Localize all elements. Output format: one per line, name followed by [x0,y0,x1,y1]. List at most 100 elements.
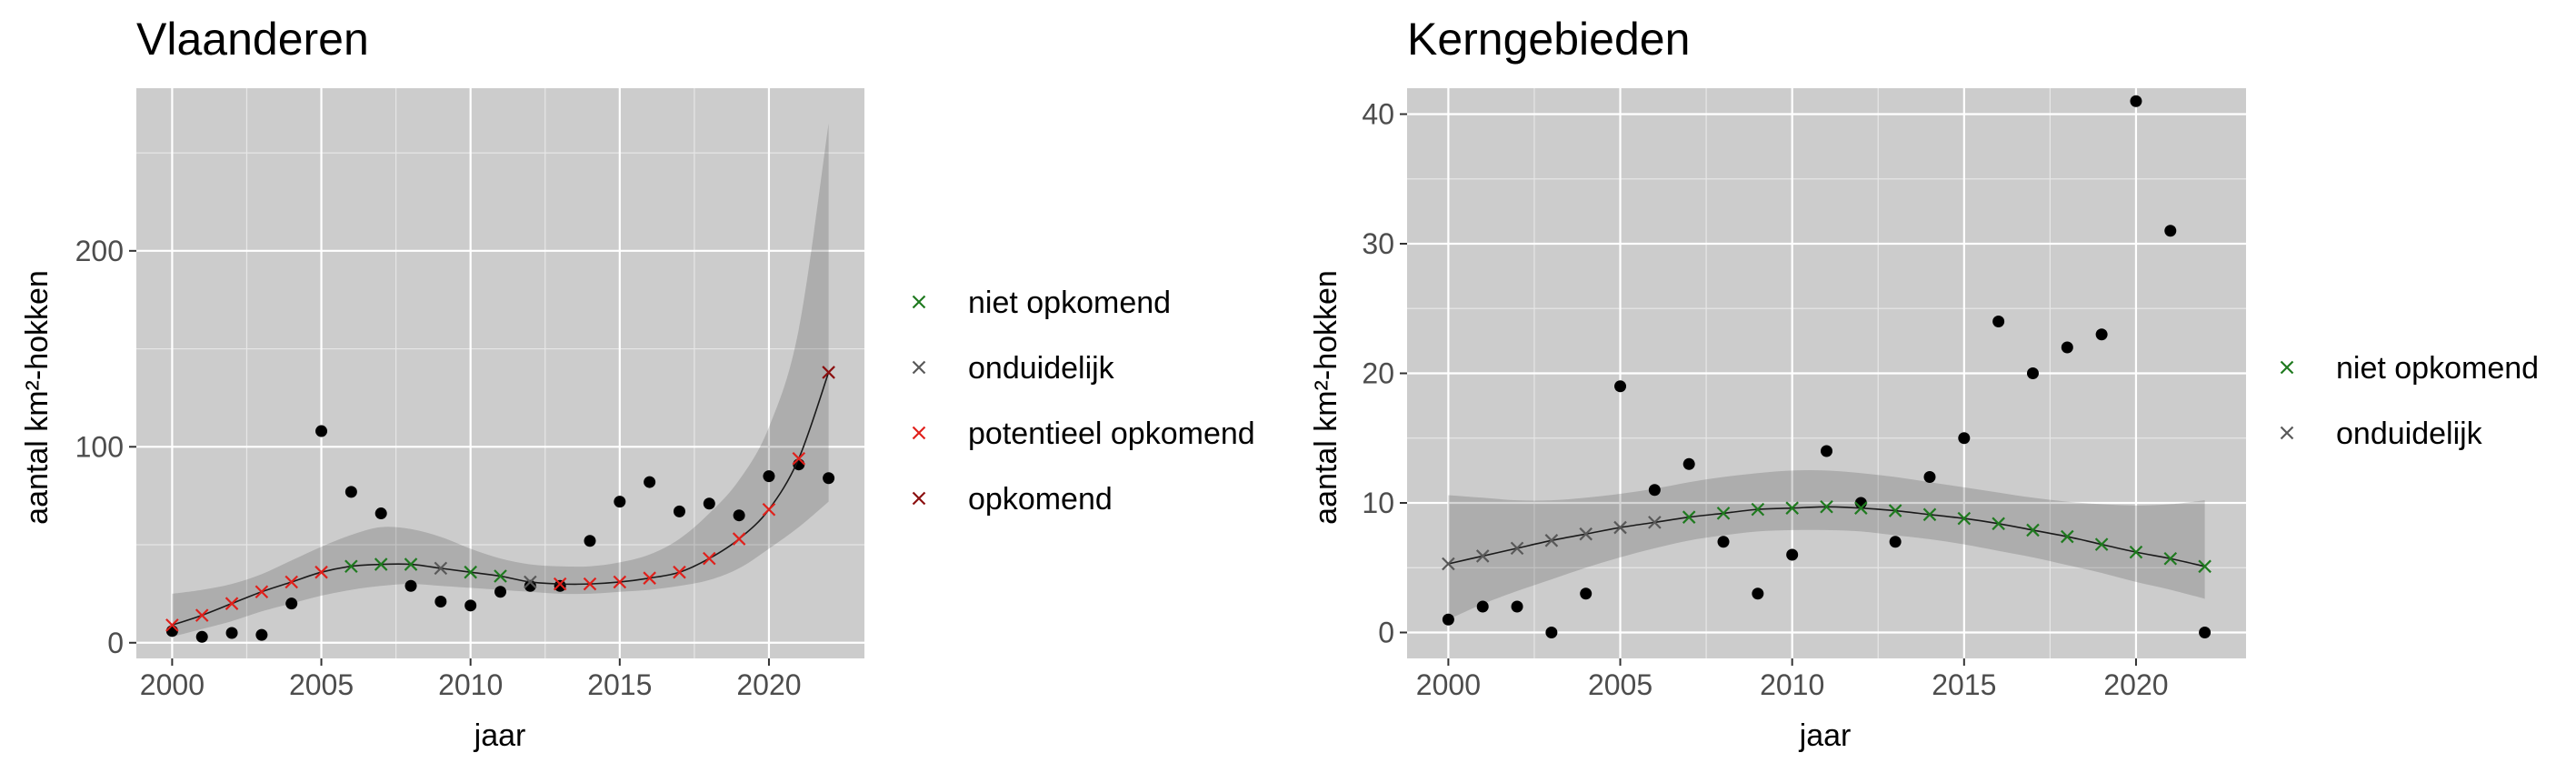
axes: 2000 2005 2010 2015 2020 0 100 200 [75,235,802,701]
trend-marker [673,565,686,579]
trend-marker [1613,520,1627,535]
observed-point [1614,380,1627,393]
trend-marker [1544,534,1559,547]
y-tick-label: 40 [1362,98,1394,131]
trend-marker [2129,545,2143,559]
observed-point [1648,484,1661,497]
observed-point [1992,316,2005,327]
trend-marker [732,532,746,546]
observed-point [673,505,685,517]
x-tick-label: 2000 [140,668,205,701]
observed-point [1717,536,1730,548]
y-tick-label: 30 [1362,227,1394,260]
trend-marker [1442,557,1455,571]
trend-line [172,372,830,627]
plot-background [136,88,864,658]
trend-marker [2026,523,2040,537]
observed-point [195,630,208,643]
y-tick-label: 0 [107,627,124,659]
observed-point [1889,536,1902,548]
trend-marker [225,597,239,610]
chart-kerngebieden: Kerngebieden jaar aantal km²-hokken 2000… [1309,14,2539,753]
chart-title: Kerngebieden [1407,14,1690,65]
legend-label: niet opkomend [2336,351,2539,386]
observed-point [1442,613,1454,626]
trend-marker [285,575,298,589]
observed-point [464,599,477,612]
legend: niet opkomend onduidelijk [2280,351,2539,451]
x-tick-label: 2020 [736,668,801,701]
trend-marker [1579,527,1593,541]
observed-points [165,425,835,643]
observed-point [494,586,506,598]
x-tick-label: 2015 [587,668,652,701]
legend-marker [912,426,926,440]
legend-marker [2280,426,2294,440]
trend-marker [762,502,776,517]
x-tick-label: 2005 [289,668,354,701]
legend-marker [2280,360,2294,375]
observed-point [2026,367,2039,379]
trend-marker [1854,501,1868,515]
x-tick-label: 2015 [1932,668,1996,701]
trend-marker [703,551,716,566]
major-gridlines [136,88,864,658]
observed-point [1511,600,1523,613]
observed-point [2199,627,2212,638]
x-tick-label: 2005 [1588,668,1652,701]
trend-marker [1716,507,1731,520]
trend-marker [1820,499,1833,514]
observed-point [434,596,447,608]
legend-label: niet opkomend [968,286,1171,320]
trend-marker [2094,537,2109,551]
observed-point [2164,225,2177,237]
trend-marker [165,618,179,632]
y-tick-label: 20 [1362,357,1394,390]
observed-point [614,496,626,508]
trend-marker [822,366,835,379]
trend-marker [643,571,656,585]
observed-point [733,509,745,522]
trend-marker [1475,549,1490,563]
legend-marker [912,360,926,375]
trend-marker [524,575,537,589]
observed-point [1821,445,1832,457]
observed-point [1545,627,1558,638]
observed-point [315,425,328,437]
x-axis-title: jaar [474,718,526,753]
trend-marker [2198,559,2212,574]
trend-marker [464,565,477,579]
y-axis-title: aantal km²-hokken [20,270,55,525]
legend-marker [912,295,926,309]
trend-marker [494,569,507,583]
observed-point [644,476,656,488]
trend-marker [315,565,328,579]
legend-label: opkomend [968,482,1113,517]
observed-point [1476,600,1489,613]
y-axis-title: aantal km²-hokken [1309,270,1343,525]
confidence-band [172,123,829,637]
x-tick-label: 2000 [1416,668,1481,701]
legend-label: onduidelijk [2336,417,2483,451]
legend-label: onduidelijk [968,351,1115,386]
observed-point [763,470,775,483]
legend: niet opkomend onduidelijk potentieel opkom… [912,286,1255,517]
observed-point [703,497,715,510]
trend-marker [344,559,358,574]
trend-marker [195,608,209,622]
y-tick-label: 100 [75,430,124,463]
observed-point [823,472,835,485]
observed-point [1682,457,1695,470]
observed-point [1752,587,1764,600]
observed-point [404,579,417,592]
observed-point [225,627,238,639]
trend-marker [792,451,806,466]
trend-marker [374,557,388,571]
trend-marker [583,577,597,591]
trend-marker [1682,510,1696,524]
observed-point [255,628,268,641]
axes: 2000 2005 2010 2015 2020 0 10 20 30 40 [1362,98,2168,702]
x-axis-title: jaar [1799,718,1852,753]
major-gridlines [1407,88,2246,658]
